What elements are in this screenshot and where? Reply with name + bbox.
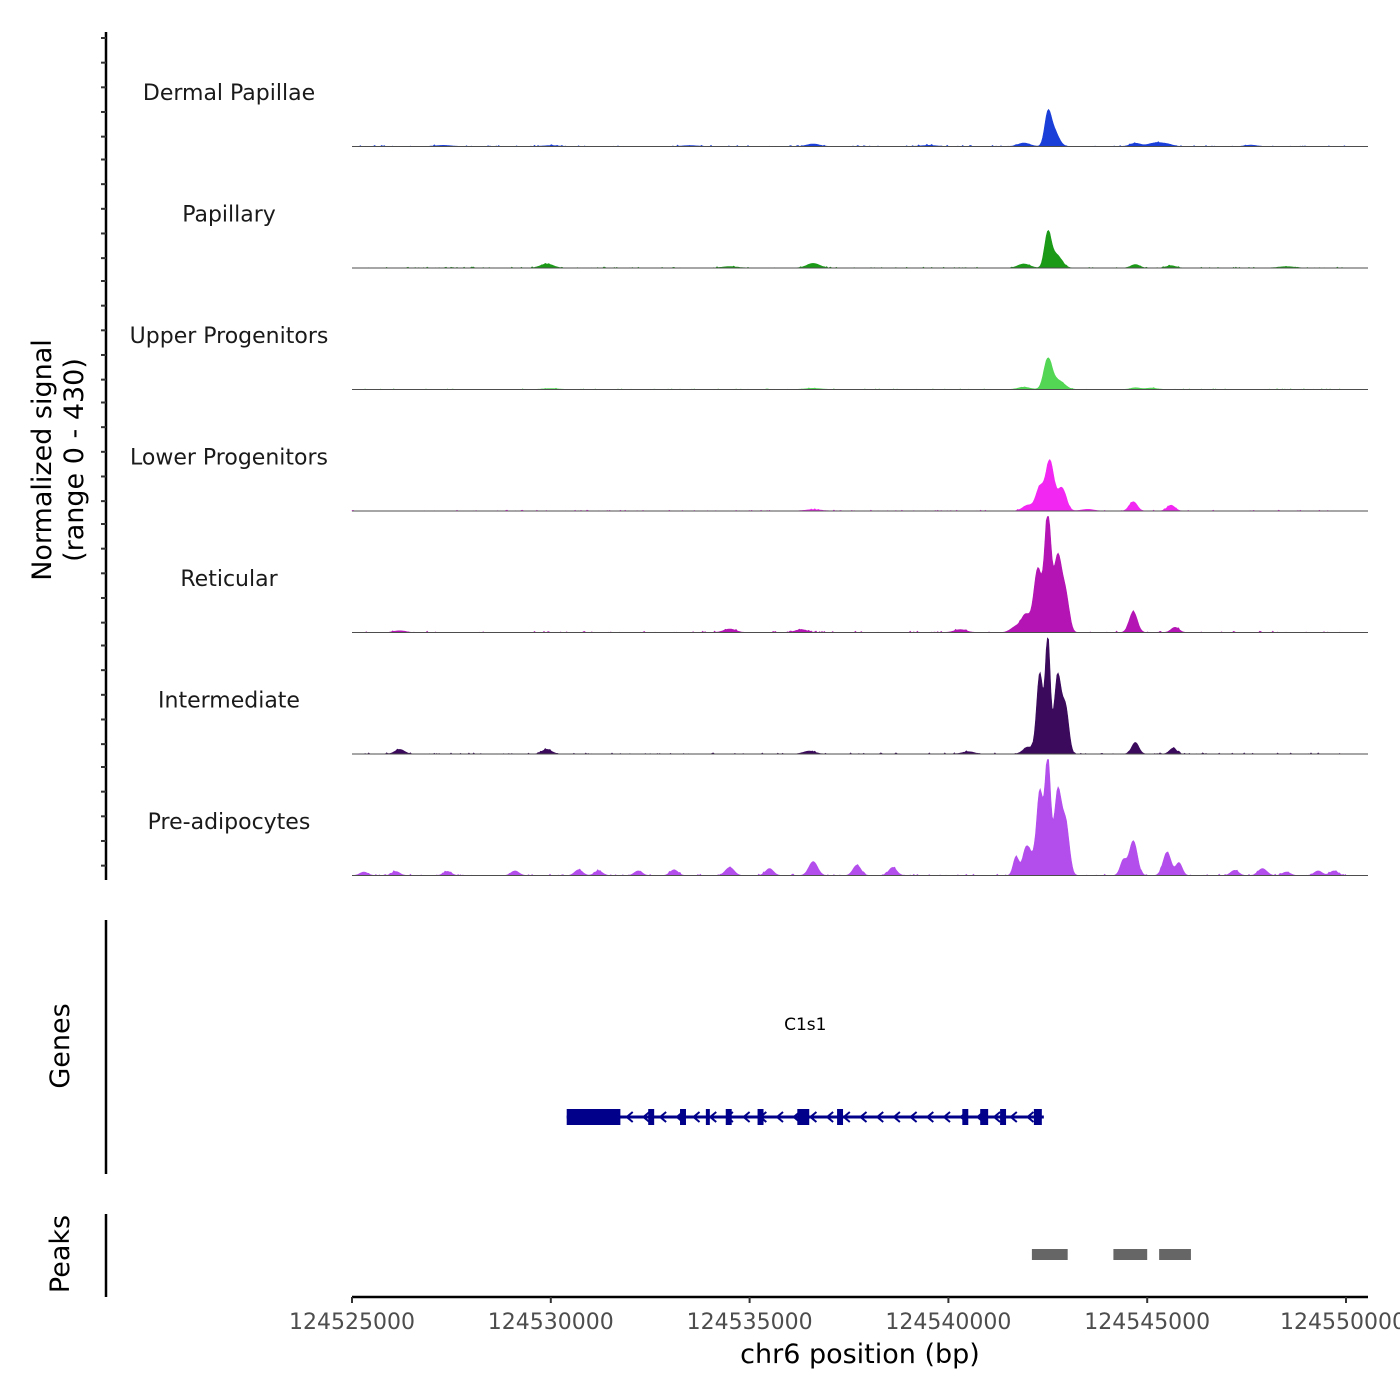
coverage-tracks: Dermal Papillae Papillary Upper Progenitor… [130,81,1368,876]
strand-arrow [658,1111,667,1123]
strand-arrow [875,1111,884,1123]
strand-arrow [691,1111,701,1123]
x-tick-label: 124525000 [289,1310,415,1335]
track-label: Lower Progenitors [130,446,328,471]
signal-area [352,229,1346,269]
gene-exon [1000,1109,1007,1125]
peak-region [1113,1249,1148,1260]
track-papillary: Papillary [182,203,1368,269]
strand-arrow [942,1111,951,1123]
strand-arrow [775,1111,784,1123]
strand-arrow [858,1111,868,1123]
track-reticular: Reticular [180,516,1368,633]
signal-area [351,759,1347,876]
x-tick-label: 124530000 [488,1310,614,1335]
signal-area [352,108,1346,147]
strand-arrow [625,1111,634,1123]
signal-area [352,516,1346,633]
strand-arrow [825,1111,834,1123]
genes-panel: C1s1 [104,920,1044,1174]
gene-exon [680,1109,686,1125]
genes-track-title: Genes [45,1003,76,1088]
peak-region [1159,1249,1191,1260]
gene-exon [797,1109,810,1125]
gene-name: C1s1 [784,1015,826,1035]
peak-region [1031,1249,1068,1260]
gene-exon [648,1109,655,1125]
track-lower-progenitors: Lower Progenitors [130,446,1368,512]
signal-area [352,357,1346,390]
peaks-panel [104,1214,1191,1297]
peaks-track-title: Peaks [45,1215,76,1293]
y-axis-title-line2: (range 0 - 430) [59,358,90,562]
gene-exon [837,1109,844,1125]
track-dermal-papillae: Dermal Papillae [143,81,1368,147]
x-axis: 124525000 124530000 124535000 124540000 1245… [289,1295,1400,1335]
strand-arrow [909,1111,918,1123]
track-label: Pre-adipocytes [148,810,311,835]
strand-arrow [1025,1111,1035,1123]
y-axis-title-line1: Normalized signal [27,339,58,581]
gene-exon [962,1109,969,1125]
strand-arrow [842,1111,851,1123]
strand-arrow [742,1111,751,1123]
gene-C1s1: C1s1 [566,1015,1044,1125]
gene-exon [757,1109,764,1125]
track-label: Intermediate [158,689,300,714]
strand-arrow [808,1111,818,1123]
strand-arrow [892,1111,901,1123]
track-label: Reticular [180,567,278,592]
gene-exon [725,1109,732,1125]
signal-axis [101,32,108,880]
x-tick-label: 124535000 [687,1310,813,1335]
track-intermediate: Intermediate [158,637,1368,755]
gene-exon [980,1109,989,1125]
x-tick-label: 124540000 [885,1310,1011,1335]
x-tick-label: 124545000 [1084,1310,1210,1335]
strand-arrow [1009,1111,1018,1123]
signal-area [352,637,1346,755]
gene-exon [566,1109,621,1125]
track-label: Upper Progenitors [130,324,329,349]
strand-arrow [641,1111,651,1123]
x-axis-title: chr6 position (bp) [740,1339,980,1370]
track-upper-progenitors: Upper Progenitors [130,324,1368,390]
track-label: Dermal Papillae [143,81,315,106]
x-tick-label: 124550000 [1280,1310,1400,1335]
strand-arrow [708,1111,717,1123]
strand-arrow [925,1111,934,1123]
gene-exon [1033,1109,1042,1125]
track-pre-adipocytes: Pre-adipocytes [148,759,1368,876]
track-label: Papillary [182,203,276,228]
strand-arrow [992,1111,1001,1123]
gene-exon [705,1109,710,1125]
signal-area [351,458,1346,512]
